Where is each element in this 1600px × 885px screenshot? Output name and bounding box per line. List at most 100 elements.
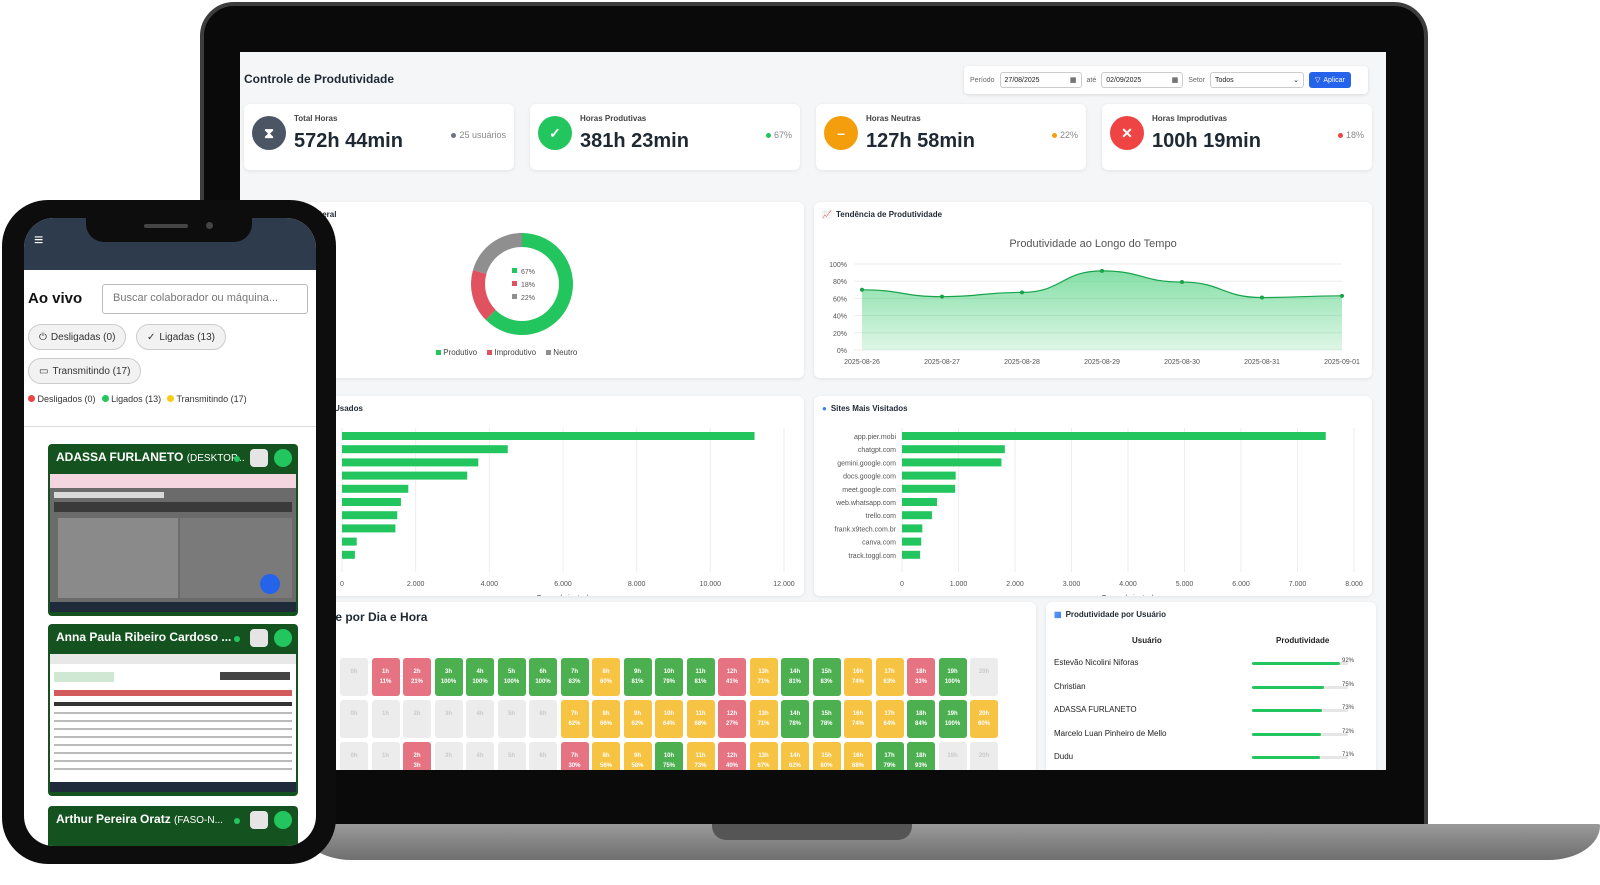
sites-panel: ● Sites Mais Visitados 0 1.000 2.000 3.000 4.… [814, 396, 1372, 596]
trend-area [862, 270, 1342, 350]
heatmap-cell: 1h [371, 742, 400, 770]
col-user: Usuário [1132, 636, 1162, 645]
bar-label: gemini.google.com [837, 460, 896, 467]
x-tick: 2025-08-28 [1004, 359, 1040, 366]
table-row: Dudu 71% [1054, 752, 1354, 770]
phone-notch [86, 218, 252, 242]
bar-label: web.whatsapp.com [835, 500, 896, 507]
y-tick: 80% [833, 279, 847, 286]
heatmap-cell: 8h 56% [592, 742, 620, 770]
x-tick: 10.000 [700, 581, 722, 588]
progress-value: 92% [1342, 658, 1355, 664]
heatmap-cell: 6h 100% [529, 658, 557, 696]
heatmap-cell: 1h 11% [371, 658, 400, 696]
heatmap-cell: 12h 40% [718, 742, 746, 770]
heatmap-cell: 2h 3h [403, 742, 431, 770]
chip-off[interactable]: ⏻ Desligadas (0) [28, 324, 127, 350]
heatmap-cell: 7h 62% [560, 700, 589, 738]
users-title: ▦ Produtividade por Usuário [1054, 610, 1167, 619]
apps-chart: 0 2.000 4.000 6.000 8.000 10.000 12.000 Tempo (… [340, 428, 795, 596]
donut-legend: Produtivo Improdutivo Neutro [436, 348, 577, 357]
heatmap-cell: 4h 100% [466, 658, 494, 696]
until-label: até [1086, 76, 1097, 84]
bar [902, 550, 921, 559]
live-card[interactable]: ADASSA FURLANETO (DESKTOP... [48, 444, 298, 616]
heatmap-cell: 4h [466, 700, 494, 738]
bar [342, 484, 409, 493]
chip-on[interactable]: ✓ Ligadas (13) [136, 324, 226, 350]
progress-value: 72% [1342, 728, 1355, 735]
legend-neutral: Neutro [546, 348, 577, 357]
stat-side: 18% [1337, 130, 1364, 140]
bar [342, 458, 479, 467]
bar-label: track.toggl.com [849, 553, 897, 560]
heatmap-cell: 9h 62% [623, 700, 652, 738]
heatmap-grid: 0h 1h 11% 2h 21% 3h 100% 4h 100% 5h 100% 6h 100% 7h 83… [340, 658, 1040, 770]
x-tick: 4.000 [1119, 581, 1137, 588]
heatmap-cell: 18h 84% [907, 700, 935, 738]
trend-point [1100, 268, 1104, 273]
heatmap-cell: 17h 79% [875, 742, 904, 770]
progress-bar [1252, 709, 1323, 712]
phone-frame: ≡ Ao vivo Buscar colaborador ou máquina.… [2, 200, 336, 864]
stat-side: 22% [1051, 130, 1078, 140]
x-tick: 2025-08-31 [1244, 359, 1280, 366]
sites-title: ● Sites Mais Visitados [822, 404, 908, 413]
heatmap-cell: 7h 30% [560, 742, 589, 770]
trend-title: 📈 Tendência de Produtividade [822, 210, 943, 219]
heatmap-cell: 15h 60% [812, 742, 841, 770]
donut-chart: 67% 18% 22% [471, 233, 573, 335]
heatmap-cell: 9h 81% [623, 658, 652, 696]
table-row: Christian 75% [1054, 682, 1354, 702]
window-button[interactable] [250, 629, 268, 647]
chip-streaming[interactable]: ▭ Transmitindo (17) [28, 358, 142, 384]
y-tick: 20% [833, 331, 847, 338]
screen-thumbnail [50, 654, 296, 792]
search-input[interactable]: Buscar colaborador ou máquina... [102, 284, 308, 314]
y-tick: 0% [837, 348, 847, 355]
x-circle-icon: ✕ [1110, 116, 1144, 150]
heatmap-cell: 17h 63% [875, 658, 904, 696]
x-tick: 2025-08-27 [924, 359, 960, 366]
window-button[interactable] [250, 449, 268, 467]
stat-card-unproductive: ✕ Horas Improdutivas 100h 19min 18% [1102, 104, 1372, 170]
start-date-input[interactable]: 27/08/2025 ▦ [999, 72, 1082, 88]
stream-button[interactable] [274, 449, 292, 467]
stat-side: 25 usuários [451, 130, 506, 140]
camera-icon: ▭ [39, 365, 49, 377]
menu-icon[interactable]: ≡ [34, 232, 44, 249]
heatmap-cell: 18h 33% [907, 658, 935, 696]
table-row: Marcelo Luan Pinheiro de Mello 72% [1054, 729, 1354, 749]
stat-card-neutral: – Horas Neutras 127h 58min 22% [816, 104, 1086, 170]
donut-slice [472, 233, 523, 275]
heatmap-cell: 10h 79% [655, 658, 683, 696]
sector-select[interactable]: Todos ⌄ [1210, 72, 1304, 88]
live-card[interactable]: Anna Paula Ribeiro Cardoso ... [48, 624, 298, 796]
table-row: Estevão Nicolini Niforas 92% [1054, 658, 1354, 678]
window-button[interactable] [250, 811, 268, 829]
bar [342, 524, 396, 533]
user-name: Marcelo Luan Pinheiro de Mello [1054, 728, 1167, 738]
end-date-input[interactable]: 02/09/2025 ▦ [1101, 72, 1184, 88]
user-name: Estevão Nicolini Niforas [1054, 658, 1139, 667]
heatmap-cell: 12h 41% [718, 658, 746, 696]
users-panel: ▦ Produtividade por Usuário Usuário Produ… [1046, 602, 1376, 770]
apply-button[interactable]: ▽ Aplicar [1309, 72, 1351, 88]
bar [902, 471, 956, 480]
live-card[interactable]: Arthur Pereira Oratz (FASO-N... [48, 806, 298, 846]
overview-title: Geral [316, 210, 337, 219]
bar [902, 537, 922, 546]
trend-point [1020, 290, 1024, 295]
x-tick: 2025-08-26 [844, 359, 880, 366]
power-icon: ⏻ [39, 331, 47, 343]
bar [342, 550, 355, 559]
bar [902, 484, 956, 493]
progress-bar [1252, 732, 1322, 736]
table-row: ADASSA FURLANETO 73% [1054, 705, 1354, 725]
heatmap-cell: 16h 74% [844, 658, 872, 696]
heatmap-cell: 5h [497, 700, 526, 738]
apps-title: Usados [334, 404, 363, 413]
stream-button[interactable] [274, 629, 292, 647]
bar [902, 458, 1002, 467]
stream-button[interactable] [274, 811, 292, 829]
